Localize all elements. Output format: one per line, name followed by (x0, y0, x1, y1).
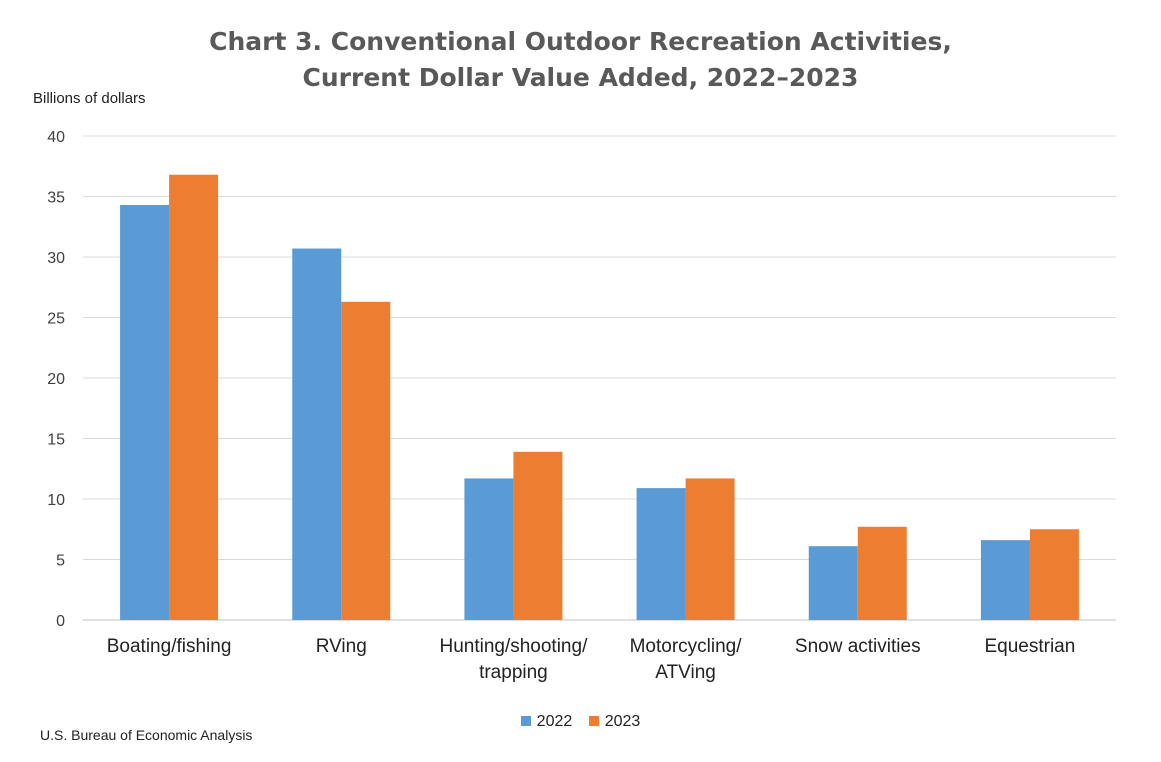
bar-2022-1 (292, 248, 342, 620)
bar-2022-5 (980, 540, 1030, 620)
legend-item-2023: 2023 (588, 713, 641, 731)
y-tick-label-5: 5 (56, 553, 65, 570)
bar-2022-3 (636, 488, 686, 620)
legend-label-2022: 2022 (536, 713, 573, 730)
bar-2022-2 (464, 478, 514, 620)
y-tick-label-0: 0 (56, 613, 65, 630)
x-category-label-1: RVing (316, 636, 367, 657)
bar-2022-4 (808, 546, 858, 620)
y-tick-label-15: 15 (47, 432, 65, 449)
x-category-label-line: Boating/fishing (107, 636, 232, 657)
chart-title-line-1: Chart 3. Conventional Outdoor Recreation… (209, 27, 952, 56)
legend-label-2023: 2023 (604, 713, 641, 730)
bar-2023-5 (1029, 529, 1079, 620)
legend-item-2022: 2022 (520, 713, 573, 731)
x-category-label-line: RVing (316, 636, 367, 657)
x-category-label-4: Snow activities (795, 636, 921, 657)
chart-title: Chart 3. Conventional Outdoor Recreation… (0, 24, 1161, 96)
legend-swatch-2023 (588, 716, 599, 726)
x-category-label-3: Motorcycling/ATVing (630, 636, 743, 683)
x-category-label-line: ATVing (655, 662, 716, 683)
y-tick-label-40: 40 (47, 129, 65, 146)
bar-2023-1 (341, 301, 391, 620)
bar-2023-0 (169, 174, 219, 620)
x-category-label-line: Snow activities (795, 636, 921, 657)
y-axis-label: Billions of dollars (33, 90, 146, 107)
y-tick-label-30: 30 (47, 250, 65, 267)
bar-2022-0 (120, 204, 170, 620)
bar-2023-3 (685, 478, 735, 620)
x-category-label-0: Boating/fishing (107, 636, 232, 657)
x-category-label-2: Hunting/shooting/trapping (439, 636, 588, 683)
x-category-label-5: Equestrian (984, 636, 1075, 657)
y-tick-label-25: 25 (47, 311, 65, 328)
source-note: U.S. Bureau of Economic Analysis (40, 727, 253, 743)
chart-title-line-2: Current Dollar Value Added, 2022–2023 (302, 63, 859, 92)
x-category-label-line: Hunting/shooting/ (439, 636, 588, 657)
y-tick-label-10: 10 (47, 492, 65, 509)
y-tick-label-20: 20 (47, 371, 65, 388)
x-category-label-line: Equestrian (984, 636, 1075, 657)
bar-2023-2 (513, 451, 563, 620)
y-tick-label-35: 35 (47, 190, 65, 207)
bar-2023-4 (857, 526, 907, 620)
x-category-label-line: trapping (479, 662, 548, 683)
x-category-label-line: Motorcycling/ (630, 636, 743, 657)
legend: 2022 2023 (0, 713, 1161, 731)
legend-swatch-2022 (520, 716, 531, 726)
